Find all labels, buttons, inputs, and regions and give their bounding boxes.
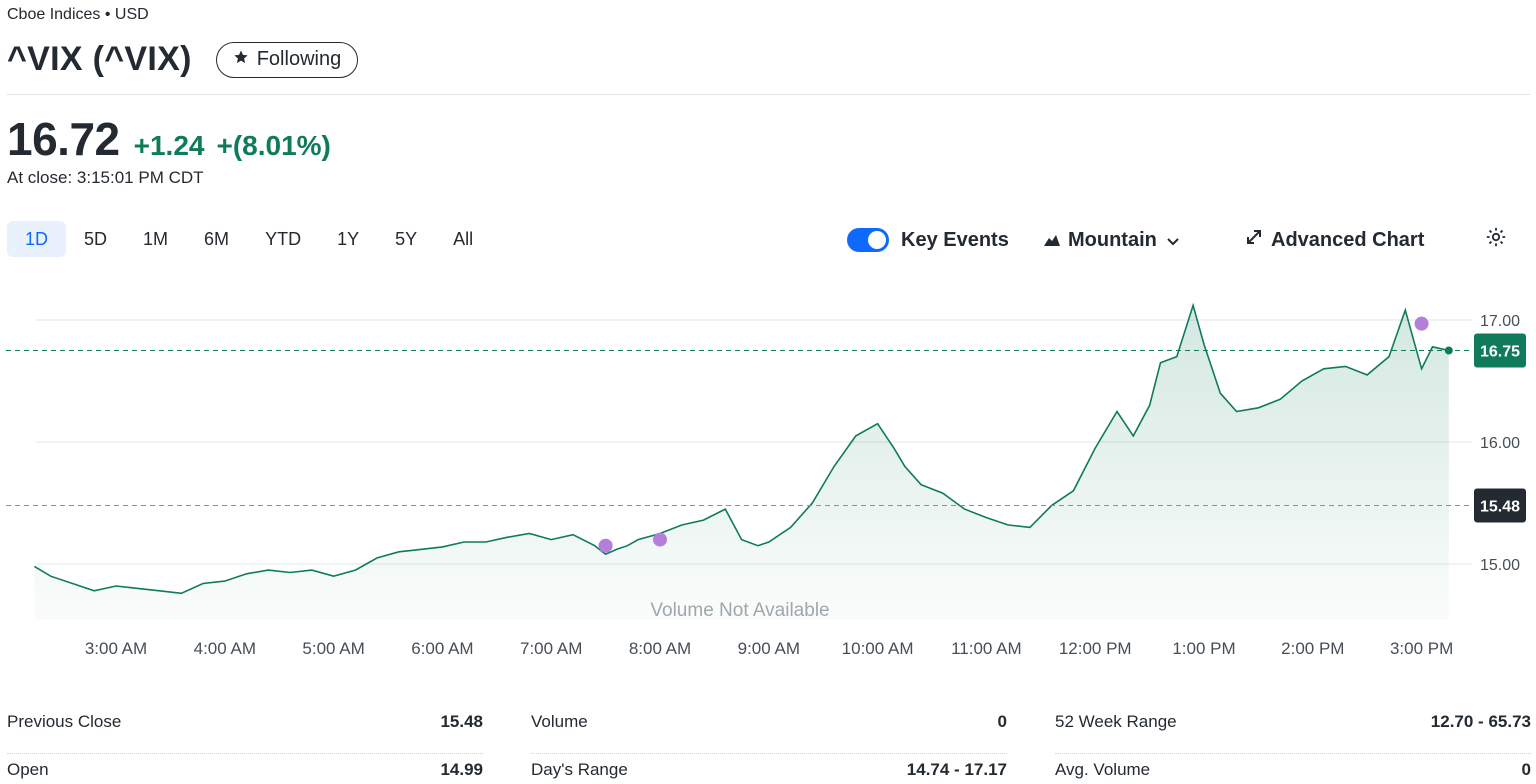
tab-5y[interactable]: 5Y — [395, 228, 418, 249]
current-price: 16.72 — [7, 113, 120, 165]
stat-label: 52 Week Range — [1055, 712, 1177, 731]
y-tick-label: 15.00 — [1480, 557, 1520, 574]
tab-1m[interactable]: 1M — [143, 228, 169, 249]
exchange-label: Cboe Indices • USD — [7, 6, 149, 23]
last-price-dot — [1444, 346, 1453, 355]
stat-row: 52 Week Range 12.70 - 65.73 — [1055, 706, 1531, 754]
chevron-down-icon — [1167, 229, 1179, 252]
x-tick-label: 7:00 AM — [520, 639, 582, 658]
key-events-label: Key Events — [901, 228, 1009, 251]
quote-row: 16.72 +1.24 +(8.01%) — [7, 112, 331, 166]
key-events-toggle[interactable] — [847, 228, 889, 252]
price-change: +1.24 — [133, 130, 205, 161]
price-change-percent: +(8.01%) — [216, 130, 331, 161]
tab-6m[interactable]: 6M — [204, 228, 230, 249]
stat-label: Day's Range — [531, 760, 628, 779]
stat-value: 15.48 — [440, 712, 483, 731]
page-title: ^VIX (^VIX) — [7, 40, 192, 78]
stats-column: 52 Week Range 12.70 - 65.73 Avg. Volume 0 — [1055, 706, 1531, 784]
key-event-marker — [598, 538, 613, 553]
price-line — [33, 302, 1449, 595]
price-area — [34, 305, 1449, 620]
stats-column: Volume 0 Day's Range 14.74 - 17.17 — [531, 706, 1007, 784]
price-chart[interactable]: 15.00 16.00 17.00 3:00 AM 4:00 AM 5:00 AM 6:00… — [0, 270, 1536, 670]
gear-icon — [1485, 226, 1507, 254]
x-tick-label: 3:00 AM — [85, 639, 147, 658]
follow-label: Following — [256, 48, 342, 70]
prev-close-badge — [1474, 488, 1526, 523]
x-tick-label: 2:00 PM — [1281, 639, 1344, 658]
mountain-icon — [1044, 229, 1060, 252]
chart-type-label: Mountain — [1068, 228, 1157, 251]
stat-row: Previous Close 15.48 — [7, 706, 483, 754]
stat-value: 0 — [1521, 760, 1531, 779]
x-tick-label: 8:00 AM — [629, 639, 691, 658]
x-tick-label: 12:00 PM — [1059, 639, 1132, 658]
stat-label: Open — [7, 760, 49, 779]
tab-ytd[interactable]: YTD — [265, 228, 302, 249]
x-tick-label: 1:00 PM — [1172, 639, 1235, 658]
x-tick-label: 4:00 AM — [194, 639, 256, 658]
key-events-control[interactable]: Key Events — [847, 224, 1009, 256]
advanced-chart-button[interactable]: Advanced Chart — [1245, 224, 1424, 256]
stat-label: Volume — [531, 712, 588, 731]
x-tick-label: 10:00 AM — [842, 639, 914, 658]
x-tick-label: 9:00 AM — [738, 639, 800, 658]
prev-close-label: 15.48 — [1480, 498, 1520, 515]
stat-row: Day's Range 14.74 - 17.17 — [531, 754, 1007, 784]
title-row: ^VIX (^VIX) Following — [7, 40, 359, 79]
chart-type-select[interactable]: Mountain — [1044, 224, 1179, 256]
header-divider — [7, 94, 1530, 95]
stat-label: Avg. Volume — [1055, 760, 1151, 779]
stat-label: Previous Close — [7, 712, 122, 731]
stat-value: 14.74 - 17.17 — [906, 760, 1007, 779]
x-tick-label: 11:00 AM — [951, 639, 1022, 658]
key-event-marker — [1414, 316, 1429, 331]
stat-value: 0 — [997, 712, 1007, 731]
x-tick-label: 5:00 AM — [302, 639, 364, 658]
expand-icon — [1245, 228, 1263, 252]
tab-5d[interactable]: 5D — [84, 228, 108, 249]
range-tabs: 1D 5D 1M 6M YTD 1Y 5Y All — [7, 221, 491, 257]
stat-row: Volume 0 — [531, 706, 1007, 754]
advanced-chart-label: Advanced Chart — [1271, 228, 1425, 251]
close-time: At close: 3:15:01 PM CDT — [7, 168, 204, 187]
tab-all[interactable]: All — [453, 228, 474, 249]
current-price-badge — [1474, 333, 1526, 368]
star-icon — [233, 48, 249, 71]
stat-value: 14.99 — [440, 760, 483, 779]
stat-row: Open 14.99 — [7, 754, 483, 784]
settings-button[interactable] — [1485, 224, 1507, 256]
stat-value: 12.70 - 65.73 — [1430, 712, 1531, 731]
x-tick-label: 3:00 PM — [1390, 639, 1453, 658]
tab-1y[interactable]: 1Y — [337, 228, 360, 249]
tab-1d[interactable]: 1D — [7, 221, 67, 257]
y-tick-label: 16.00 — [1480, 435, 1520, 452]
key-event-marker — [653, 532, 667, 547]
volume-note: Volume Not Available — [650, 600, 829, 621]
y-tick-label: 17.00 — [1480, 313, 1520, 330]
follow-button[interactable]: Following — [215, 41, 359, 78]
current-price-label: 16.75 — [1480, 344, 1520, 361]
stats-table: Previous Close 15.48 Open 14.99 Volume 0 Da… — [7, 706, 1531, 784]
stats-column: Previous Close 15.48 Open 14.99 — [7, 706, 483, 784]
stat-row: Avg. Volume 0 — [1055, 754, 1531, 784]
x-tick-label: 6:00 AM — [411, 639, 473, 658]
